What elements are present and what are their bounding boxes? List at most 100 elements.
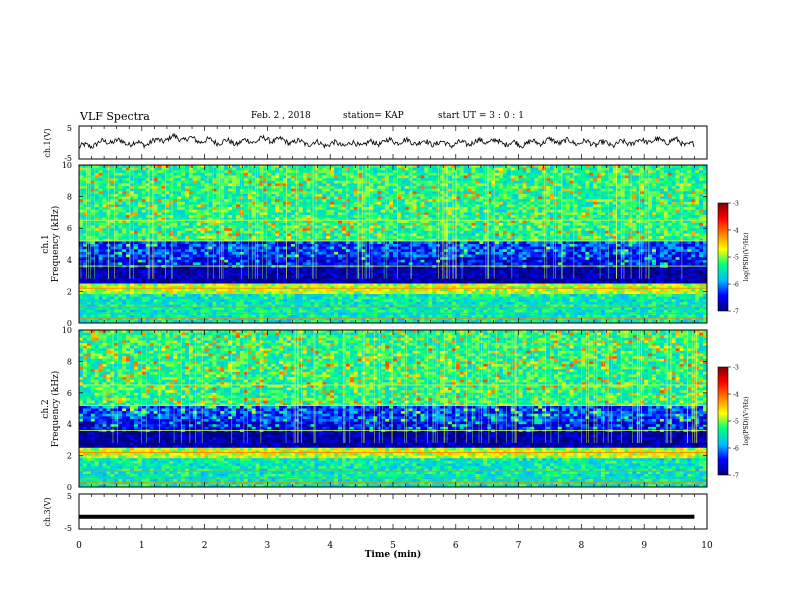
spectrogram-cell <box>432 233 436 236</box>
spectrogram-cell <box>523 228 527 231</box>
spectrogram-cell <box>656 202 660 205</box>
spectrogram-cell <box>326 181 330 184</box>
spectrogram-cell <box>209 186 213 189</box>
spectrogram-cell <box>617 223 621 226</box>
spectrogram-cell <box>330 202 334 205</box>
spectrogram-cell <box>154 189 158 192</box>
spectrogram-cell <box>687 202 691 205</box>
spectrogram-cell <box>103 212 107 215</box>
spectrogram-cell <box>676 173 680 176</box>
spectrogram-cell <box>232 202 236 205</box>
spectrogram-cell <box>150 244 154 247</box>
spectrogram-cell <box>691 207 695 210</box>
spectrogram-cell <box>193 215 197 218</box>
spectrogram-cell <box>405 202 409 205</box>
spectrogram-cell <box>244 199 248 202</box>
spectrogram-cell <box>385 202 389 205</box>
spectrogram-cell <box>625 233 629 236</box>
spectrogram-cell <box>475 207 479 210</box>
spectrogram-cell <box>118 189 122 192</box>
spectrogram-cell <box>526 241 530 244</box>
spectrogram-cell <box>99 173 103 176</box>
spectrogram-cell <box>165 236 169 239</box>
spectrogram-cell <box>475 228 479 231</box>
spectrogram-cell <box>350 212 354 215</box>
spectrogram-cell <box>589 168 593 171</box>
spectrogram-cell <box>617 241 621 244</box>
spectrogram-cell <box>346 170 350 173</box>
spectrogram-cell <box>330 194 334 197</box>
spectrogram-cell <box>405 223 409 226</box>
spectrogram-cell <box>401 197 405 200</box>
spectrogram-cell <box>554 207 558 210</box>
spectrogram-cell <box>389 191 393 194</box>
spectrogram-cell <box>413 210 417 213</box>
spectrogram-cell <box>334 244 338 247</box>
spectrogram-cell <box>244 202 248 205</box>
spectrogram-cell <box>158 176 162 179</box>
spectrogram-cell <box>413 181 417 184</box>
spectrogram-cell <box>483 223 487 226</box>
spectrogram-cell <box>303 202 307 205</box>
spectrogram-cell <box>664 178 668 181</box>
spectrogram-cell <box>632 233 636 236</box>
spectrogram-cell <box>99 170 103 173</box>
spectrogram-cell <box>299 207 303 210</box>
spectrogram-cell <box>212 194 216 197</box>
spectrogram-cell <box>295 199 299 202</box>
spectrogram-cell <box>503 228 507 231</box>
spectrogram-cell <box>468 173 472 176</box>
spectrogram-cell <box>161 228 165 231</box>
spectrogram-cell <box>405 170 409 173</box>
spectrogram-cell <box>240 189 244 192</box>
spectrogram-cell <box>103 194 107 197</box>
spectrogram-cell <box>142 233 146 236</box>
spectrogram-cell <box>240 194 244 197</box>
spectrogram-cell <box>687 236 691 239</box>
spectrogram-cell <box>334 210 338 213</box>
spectrogram-cell <box>479 176 483 179</box>
spectrogram-cell <box>201 194 205 197</box>
spectrogram-cell <box>154 168 158 171</box>
spectrogram-cell <box>232 191 236 194</box>
spectrogram-cell <box>212 236 216 239</box>
spectrogram-cell <box>118 178 122 181</box>
spectrogram-cell <box>236 199 240 202</box>
spectrogram-cell <box>676 191 680 194</box>
spectrogram-cell <box>629 191 633 194</box>
spectrogram-cell <box>574 173 578 176</box>
spectrogram-cell <box>499 212 503 215</box>
spectrogram-cell <box>134 191 138 194</box>
spectrogram-cell <box>91 205 95 208</box>
spectrogram-cell <box>601 173 605 176</box>
spectrogram-cell <box>161 176 165 179</box>
spectrogram-cell <box>530 212 534 215</box>
spectrogram-cell <box>417 189 421 192</box>
spectrogram-cell <box>511 215 515 218</box>
spectrogram-cell <box>526 228 530 231</box>
spectrogram-cell <box>189 181 193 184</box>
spectrogram-cell <box>295 231 299 234</box>
spectrogram-cell <box>244 226 248 229</box>
spectrogram-cell <box>177 189 181 192</box>
spectrogram-cell <box>523 207 527 210</box>
spectrogram-cell <box>236 241 240 244</box>
spectrogram-cell <box>483 186 487 189</box>
spectrogram-cell <box>629 181 633 184</box>
spectrogram-cell <box>369 202 373 205</box>
spectrogram-cell <box>295 210 299 213</box>
spectrogram-cell <box>263 183 267 186</box>
spectrogram-cell <box>369 223 373 226</box>
spectrogram-cell <box>122 186 126 189</box>
spectrogram-cell <box>491 205 495 208</box>
spectrogram-cell <box>142 207 146 210</box>
spectrogram-cell <box>468 228 472 231</box>
spectrogram-cell <box>629 228 633 231</box>
spectrogram-cell <box>683 183 687 186</box>
spectrogram-cell <box>668 226 672 229</box>
spectrogram-cell <box>640 215 644 218</box>
spectrogram-cell <box>197 181 201 184</box>
spectrogram-cell <box>664 223 668 226</box>
spectrogram-cell <box>369 199 373 202</box>
spectrogram-cell <box>401 236 405 239</box>
